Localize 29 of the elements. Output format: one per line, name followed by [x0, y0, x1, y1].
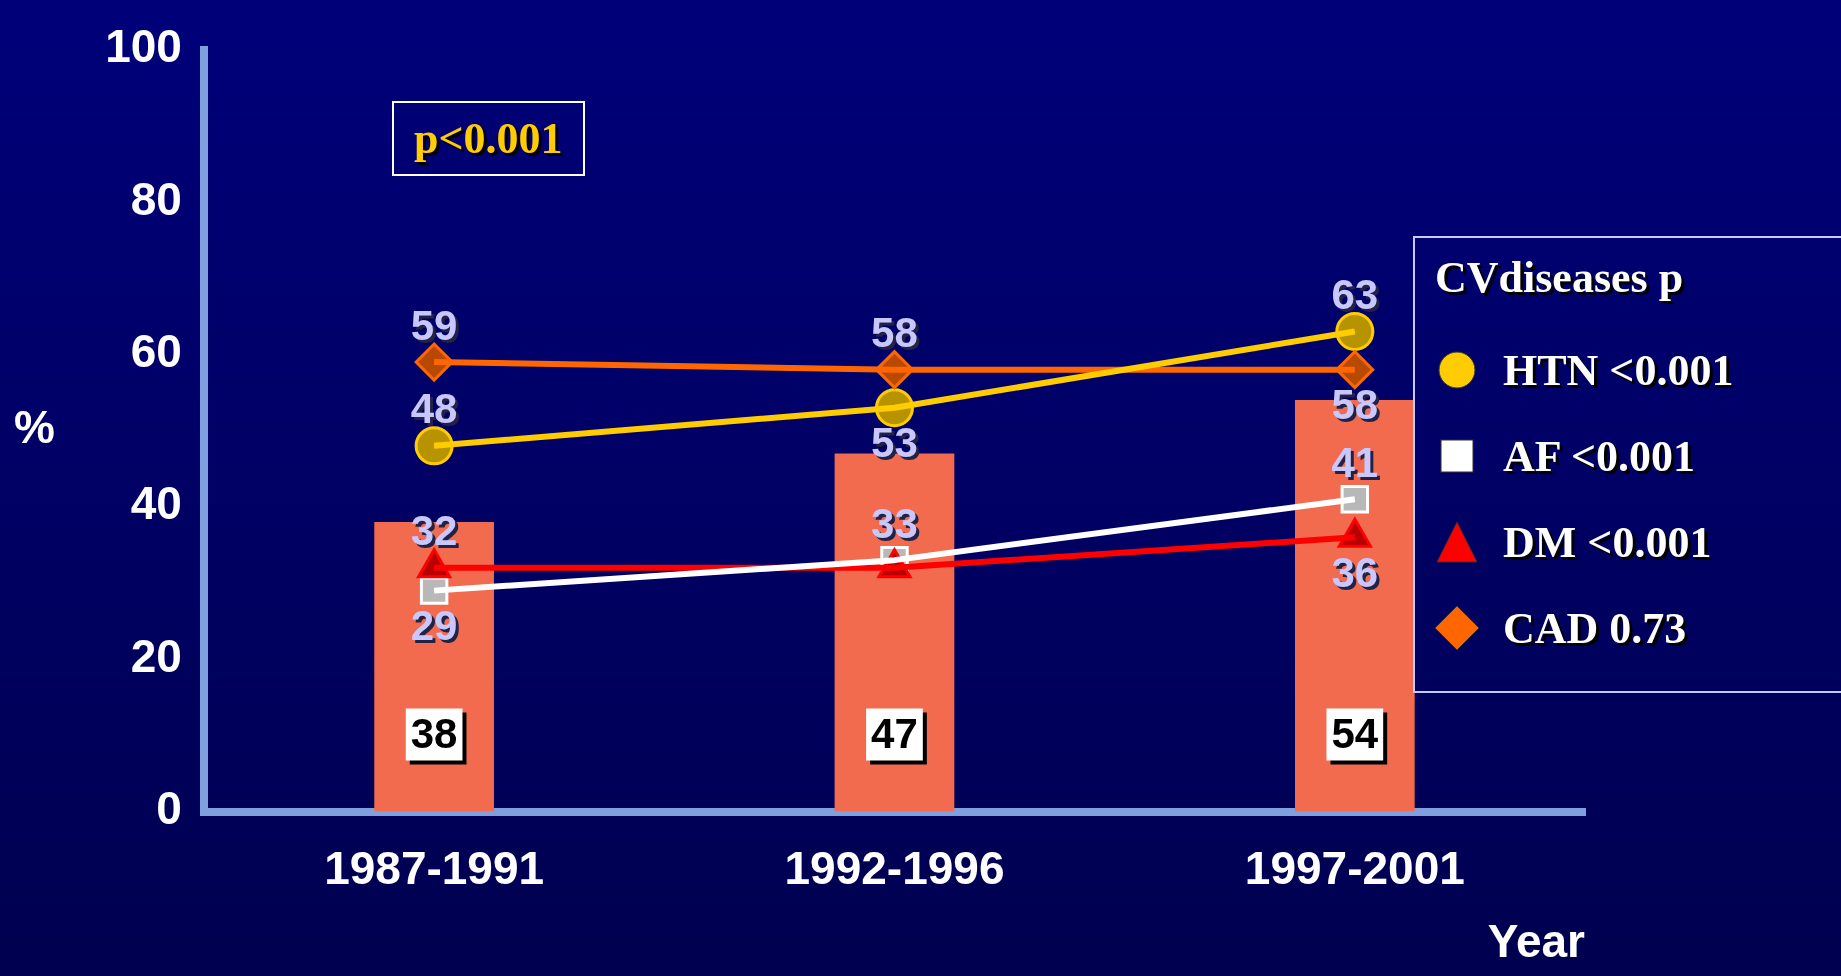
y-tick-label: 100: [105, 20, 182, 73]
data-label: 58: [874, 312, 921, 360]
data-label: 59: [413, 304, 461, 352]
annotation: p<0.001: [392, 101, 585, 176]
data-label: 41: [1334, 441, 1382, 489]
legend-label: AF <0.001: [1503, 430, 1696, 482]
x-axis-title: Year: [1487, 915, 1586, 968]
data-label: 48: [413, 388, 461, 436]
data-label: 33: [874, 502, 921, 550]
y-tick-label: 20: [130, 629, 182, 682]
data-label: 29: [410, 602, 458, 650]
x-tick-label: 1987-1991: [324, 841, 545, 894]
y-tick-label: 40: [130, 477, 182, 530]
y-axis-title: %: [14, 401, 55, 454]
legend-title: CVdiseases p: [1435, 252, 1685, 303]
x-tick-label: 1997-2001: [1244, 841, 1465, 894]
data-label: 63: [1334, 274, 1382, 322]
legend-label: CAD 0.73: [1503, 602, 1687, 654]
data-label: 54: [1331, 710, 1379, 758]
y-tick-label: 80: [130, 172, 182, 225]
y-tick-label: 60: [130, 325, 182, 378]
legend-label: DM <0.001: [1503, 516, 1712, 568]
legend-label: HTN <0.001: [1503, 344, 1734, 396]
data-label: 36: [1331, 548, 1379, 596]
data-label: 47: [871, 710, 918, 758]
data-label: 38: [410, 710, 458, 758]
x-tick-label: 1992-1996: [784, 841, 1005, 894]
data-label: 32: [413, 510, 461, 558]
y-tick-label: 0: [156, 782, 182, 835]
